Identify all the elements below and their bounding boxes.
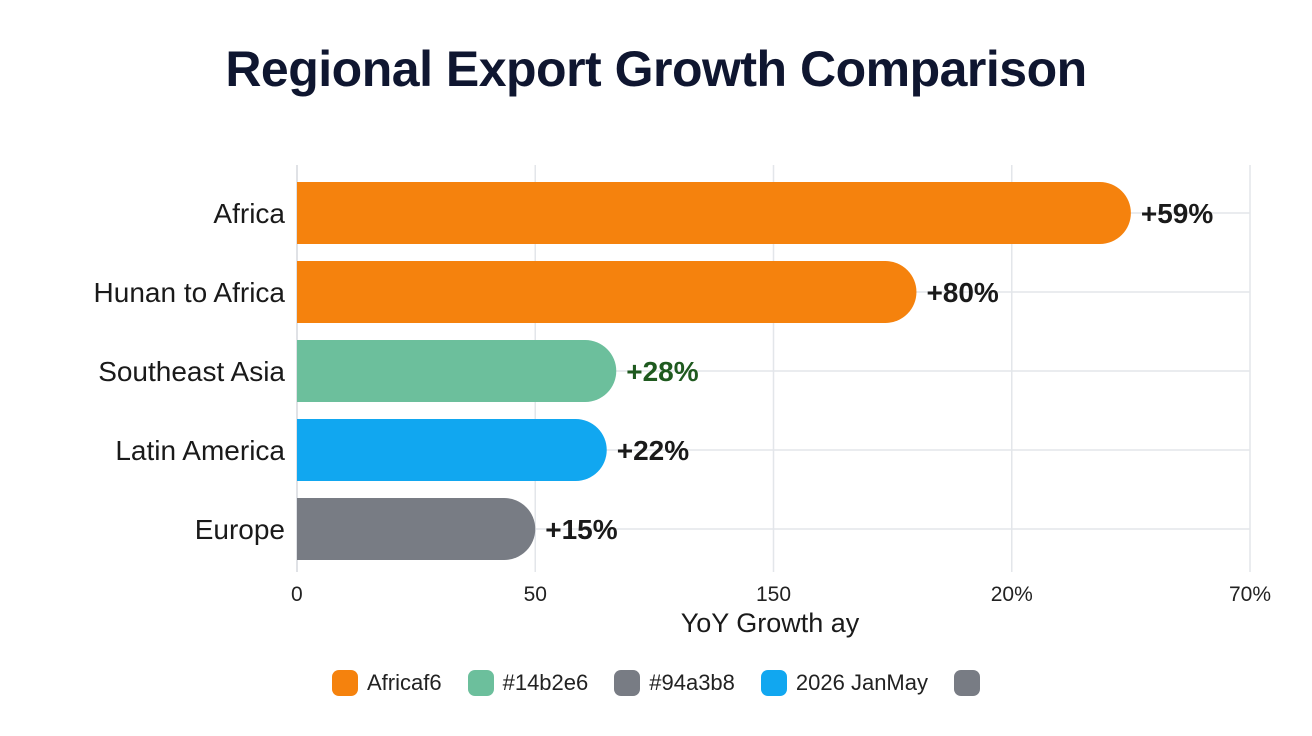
category-label: Africa bbox=[213, 198, 285, 229]
x-tick-label: 50 bbox=[524, 583, 547, 606]
legend-swatch bbox=[954, 670, 980, 696]
x-tick-label: 70% bbox=[1229, 583, 1271, 606]
data-label: +59% bbox=[1141, 198, 1213, 229]
bar-hunan-to-africa bbox=[297, 261, 917, 323]
legend-item: #14b2e6 bbox=[467, 670, 589, 696]
category-label: Hunan to Africa bbox=[94, 277, 286, 308]
data-label: +28% bbox=[626, 356, 698, 387]
legend-label: 2026 JanMay bbox=[795, 670, 928, 695]
chart-legend: Africaf6 #14b2e6 #94a3b8 2026 JanMay bbox=[0, 670, 1312, 696]
legend-label: #14b2e6 bbox=[502, 670, 589, 695]
data-label: +22% bbox=[617, 435, 689, 466]
bar-southeast-asia bbox=[297, 340, 617, 402]
x-tick-label: 20% bbox=[991, 583, 1033, 606]
x-tick-label: 0 bbox=[291, 583, 303, 606]
legend-swatch bbox=[760, 670, 787, 696]
legend-item: 2026 JanMay bbox=[760, 670, 928, 696]
bar-africa bbox=[297, 182, 1131, 244]
legend-swatch bbox=[467, 670, 494, 696]
legend-item: Africaf6 bbox=[332, 670, 442, 696]
legend-swatch bbox=[332, 670, 358, 696]
chart-title: Regional Export Growth Comparison bbox=[225, 41, 1087, 97]
category-label: Europe bbox=[195, 514, 285, 545]
legend-item bbox=[954, 670, 980, 696]
category-label: Southeast Asia bbox=[98, 356, 285, 387]
bar-europe bbox=[297, 498, 536, 560]
legend-swatch bbox=[614, 670, 641, 696]
x-tick-label: 150 bbox=[756, 583, 791, 606]
bar-latin-america bbox=[297, 419, 607, 481]
legend-label: #94a3b8 bbox=[649, 670, 735, 695]
legend-label: Africaf6 bbox=[367, 670, 442, 695]
data-label: +80% bbox=[926, 277, 998, 308]
legend-item: #94a3b8 bbox=[614, 670, 735, 696]
category-label: Latin America bbox=[115, 435, 285, 466]
x-axis-title: YoY Growth ay bbox=[681, 608, 860, 638]
data-label: +15% bbox=[545, 514, 617, 545]
